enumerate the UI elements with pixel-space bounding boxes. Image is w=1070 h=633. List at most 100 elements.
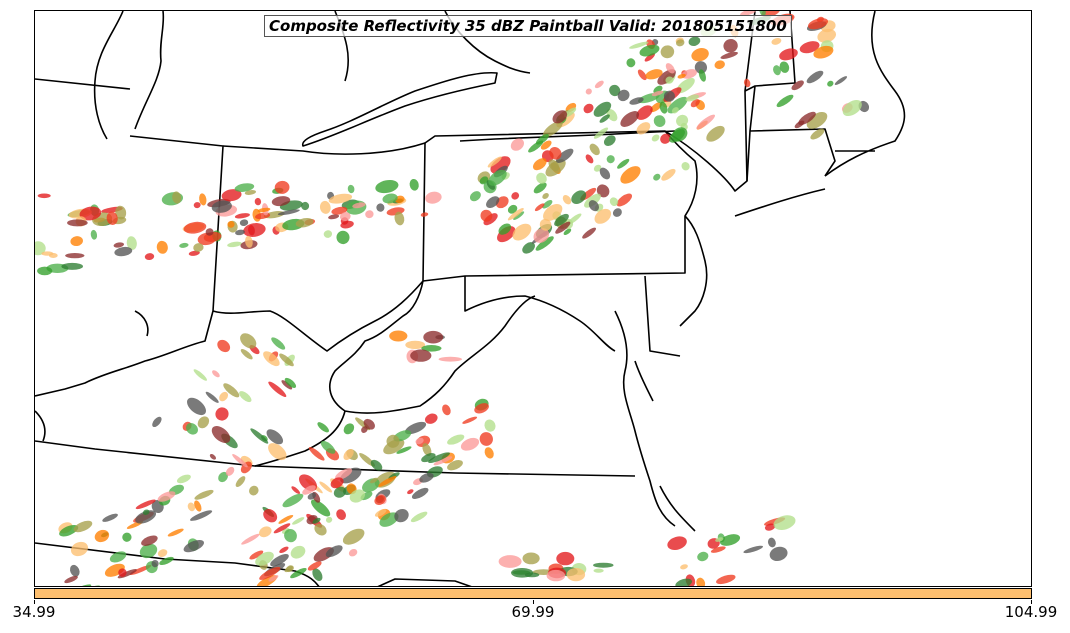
reflectivity-paintball [141,535,158,546]
reflectivity-paintball [157,491,176,502]
colorbar-tick-mark [1031,600,1032,604]
reflectivity-paintball [35,241,46,256]
reflectivity-paintball [817,28,836,43]
reflectivity-paintball [776,94,794,108]
reflectivity-paintball [498,555,522,568]
reflectivity-paintball [295,217,314,228]
reflectivity-paintball [186,423,198,435]
reflectivity-paintball [211,426,231,443]
reflectivity-paintball [617,158,630,169]
reflectivity-paintball [743,78,751,88]
reflectivity-paintball [663,90,675,102]
reflectivity-paintball [268,381,287,397]
reflectivity-paintball [696,577,706,586]
reflectivity-paintball [583,103,594,114]
reflectivity-paintball [542,121,563,138]
reflectivity-paintball [594,208,612,224]
reflectivity-paintball [190,510,213,521]
reflectivity-paintball [394,508,409,523]
reflectivity-paintball [245,235,253,248]
reflectivity-paintball [70,564,80,577]
reflectivity-paintball [239,219,249,227]
reflectivity-paintball [347,184,355,194]
reflectivity-paintball [323,230,333,238]
reflectivity-paintball [411,487,429,499]
reflectivity-paintball [540,140,552,150]
reflectivity-paintball [779,48,798,61]
reflectivity-paintball [769,546,788,562]
reflectivity-paintball [209,453,216,460]
reflectivity-paintball [370,459,383,471]
reflectivity-paintball [714,60,725,70]
reflectivity-paintball [546,569,566,582]
reflectivity-paintball [410,349,432,362]
reflectivity-paintball [234,213,250,219]
reflectivity-paintball [779,61,790,73]
reflectivity-paintball [342,528,365,545]
reflectivity-paintball [421,345,442,352]
lake-michigan-outline [93,11,165,140]
reflectivity-paintball [827,80,834,87]
reflectivity-paintball [277,209,300,216]
reflectivity-paintball [135,510,157,524]
reflectivity-paintball [227,241,242,248]
reflectivity-paintball [365,210,374,219]
reflectivity-paintball [697,551,709,562]
reflectivity-paintball [653,115,666,127]
reflectivity-paintball [842,99,862,117]
reflectivity-paintball [759,11,766,17]
reflectivity-paintball [109,551,127,563]
reflectivity-paintball [524,572,540,578]
reflectivity-paintball [248,225,255,236]
reflectivity-paintball [205,391,219,403]
reflectivity-paintball [244,190,257,195]
reflectivity-paintball [620,166,641,184]
long-island [734,188,826,217]
reflectivity-paintball [102,513,118,522]
reflectivity-paintball [593,568,604,573]
reflectivity-paintball [813,45,834,59]
reflectivity-paintball [126,236,137,250]
reflectivity-paintball [159,556,174,565]
reflectivity-paintball [671,107,679,114]
reflectivity-paintball [268,575,279,582]
kentucky-boundary [35,410,346,467]
reflectivity-paintball [552,110,568,124]
reflectivity-paintball [593,562,614,568]
reflectivity-paintball [343,423,355,435]
reflectivity-paintball [606,155,615,164]
reflectivity-paintball [644,53,655,62]
reflectivity-paintball [193,369,207,381]
reflectivity-paintball [512,223,532,241]
reflectivity-paintball [249,550,264,560]
reflectivity-paintball [234,183,255,192]
reflectivity-paintball [422,443,432,457]
reflectivity-paintball [409,178,419,191]
reflectivity-paintball [542,192,549,200]
tennessee-boundary [35,542,320,586]
reflectivity-paintball [650,102,663,113]
reflectivity-paintball [438,356,462,362]
reflectivity-paintball [259,566,281,580]
reflectivity-paintball [665,76,674,84]
reflectivity-paintball [106,211,118,225]
reflectivity-paintball [142,509,150,515]
reflectivity-paintball [609,197,619,207]
reflectivity-paintball [194,489,214,500]
reflectivity-paintball [263,509,278,523]
west-virginia-boundary [329,280,536,414]
colorbar-tick-label: 69.99 [511,603,555,621]
reflectivity-paintball [375,180,399,194]
ohio-boundary [212,142,426,352]
new-england-boundaries [744,11,836,182]
reflectivity-paintball [307,561,322,571]
reflectivity-paintball [227,220,235,228]
reflectivity-paintball [152,416,162,428]
reflectivity-paintball [325,545,343,558]
reflectivity-paintball [653,173,661,181]
reflectivity-paintball [606,108,618,122]
map-canvas [35,11,906,586]
reflectivity-paintball [556,551,575,566]
reflectivity-paintball [308,447,325,461]
reflectivity-paintball [487,156,502,168]
